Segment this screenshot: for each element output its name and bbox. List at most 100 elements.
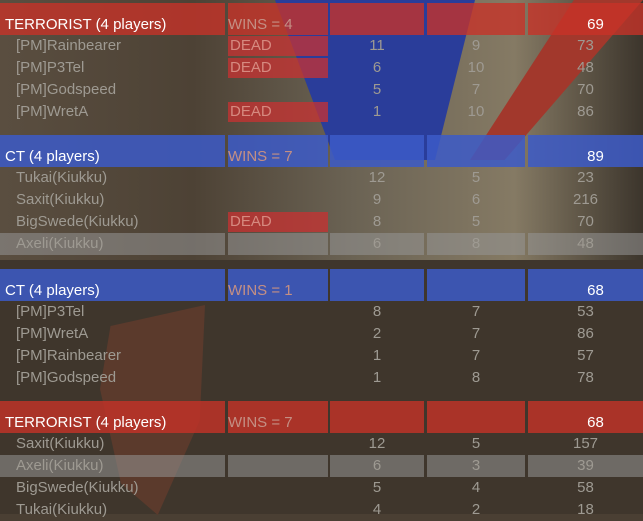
player-kills: 6 <box>372 59 382 76</box>
team-deaths-cell <box>427 3 525 35</box>
player-row: BigSwede(Kiukku) DEAD 8 5 70 <box>0 211 643 233</box>
player-kills: 8 <box>372 213 382 230</box>
player-kills: 6 <box>330 455 424 477</box>
player-kills: 1 <box>372 347 382 364</box>
player-deaths: 3 <box>427 455 525 477</box>
player-name: [PM]WretA <box>16 103 89 120</box>
team-kills-cell <box>330 269 424 301</box>
player-deaths: 10 <box>467 103 485 120</box>
player-deaths: 6 <box>471 191 481 208</box>
player-ping: 57 <box>577 347 594 364</box>
player-status <box>228 367 328 389</box>
player-name: BigSwede(Kiukku) <box>16 213 139 230</box>
player-row: [PM]Godspeed 1 8 78 <box>0 367 643 389</box>
player-ping: 48 <box>528 233 643 255</box>
player-deaths: 5 <box>471 213 481 230</box>
player-row: [PM]P3Tel 8 7 53 <box>0 301 643 323</box>
team-name: TERRORIST (4 players) <box>0 401 225 433</box>
player-status <box>228 433 328 455</box>
team-name: TERRORIST (4 players) <box>0 3 225 35</box>
player-name: [PM]Godspeed <box>16 81 117 98</box>
player-kills: 4 <box>372 501 382 518</box>
player-ping: 86 <box>577 325 594 342</box>
player-ping: 78 <box>577 369 594 386</box>
team-ping: 68 <box>528 269 643 301</box>
team-deaths-cell <box>427 135 525 167</box>
player-name: Axeli(Kiukku) <box>0 233 225 255</box>
player-kills: 5 <box>372 81 382 98</box>
player-ping: 86 <box>577 103 594 120</box>
player-row: [PM]P3Tel DEAD 6 10 48 <box>0 57 643 79</box>
player-deaths: 8 <box>427 233 525 255</box>
player-status <box>228 79 328 101</box>
player-status <box>228 345 328 367</box>
player-status <box>228 301 328 323</box>
player-name: BigSwede(Kiukku) <box>16 479 139 496</box>
team-name: CT (4 players) <box>0 269 225 301</box>
team-deaths-cell <box>427 401 525 433</box>
player-row: Tukai(Kiukku) 12 5 23 <box>0 167 643 189</box>
player-deaths: 10 <box>467 59 485 76</box>
player-row: Axeli(Kiukku) 6 8 48 <box>0 233 643 255</box>
player-name: [PM]WretA <box>16 325 89 342</box>
player-kills: 1 <box>372 369 382 386</box>
team-ping: 69 <box>528 3 643 35</box>
player-name: [PM]P3Tel <box>16 303 85 320</box>
player-status: DEAD <box>228 212 328 232</box>
team-header: TERRORIST (4 players) WINS = 7 68 <box>0 401 643 433</box>
player-kills: 6 <box>330 233 424 255</box>
player-row: [PM]Rainbearer 1 7 57 <box>0 345 643 367</box>
scoreboard-bottom: CT (4 players) WINS = 1 68 [PM]P3Tel 8 7 53 [PM… <box>0 269 643 521</box>
player-name: Saxit(Kiukku) <box>16 435 105 452</box>
player-kills: 8 <box>372 303 382 320</box>
player-status <box>228 455 328 477</box>
scoreboard-top: TERRORIST (4 players) WINS = 4 69 [PM]Rainb… <box>0 3 643 255</box>
player-deaths: 5 <box>471 169 481 186</box>
player-kills: 11 <box>369 37 385 54</box>
team-wins: WINS = 1 <box>228 269 328 301</box>
player-ping: 157 <box>572 435 599 452</box>
player-ping: 53 <box>577 303 594 320</box>
player-status <box>228 167 328 189</box>
team-kills-cell <box>330 135 424 167</box>
player-ping: 216 <box>572 191 599 208</box>
player-name: Tukai(Kiukku) <box>16 501 108 518</box>
player-kills: 12 <box>368 435 386 452</box>
team-wins: WINS = 7 <box>228 401 328 433</box>
player-ping: 18 <box>577 501 594 518</box>
player-deaths: 7 <box>471 347 481 364</box>
player-deaths: 9 <box>471 37 481 54</box>
team-ping: 89 <box>528 135 643 167</box>
team-wins: WINS = 7 <box>228 135 328 167</box>
player-status <box>228 189 328 211</box>
player-name: [PM]Godspeed <box>16 369 117 386</box>
player-ping: 58 <box>577 479 594 496</box>
player-row: Tukai(Kiukku) 4 2 18 <box>0 499 643 521</box>
player-deaths: 7 <box>471 81 481 98</box>
player-deaths: 7 <box>471 325 481 342</box>
player-kills: 9 <box>372 191 382 208</box>
team-name: CT (4 players) <box>0 135 225 167</box>
player-status: DEAD <box>228 58 328 78</box>
player-ping: 70 <box>577 81 594 98</box>
player-kills: 5 <box>372 479 382 496</box>
player-name: Saxit(Kiukku) <box>16 191 105 208</box>
team-header: TERRORIST (4 players) WINS = 4 69 <box>0 3 643 35</box>
player-deaths: 8 <box>471 369 481 386</box>
team-header: CT (4 players) WINS = 7 89 <box>0 135 643 167</box>
team-ping: 68 <box>528 401 643 433</box>
player-deaths: 4 <box>471 479 481 496</box>
player-name: [PM]P3Tel <box>16 59 85 76</box>
player-status: DEAD <box>228 36 328 56</box>
player-ping: 23 <box>577 169 594 186</box>
player-row: Saxit(Kiukku) 9 6 216 <box>0 189 643 211</box>
player-deaths: 5 <box>471 435 481 452</box>
team-header: CT (4 players) WINS = 1 68 <box>0 269 643 301</box>
player-name: Axeli(Kiukku) <box>0 455 225 477</box>
player-kills: 12 <box>368 169 386 186</box>
player-ping: 48 <box>577 59 594 76</box>
team-kills-cell <box>330 3 424 35</box>
player-row: [PM]Rainbearer DEAD 11 9 73 <box>0 35 643 57</box>
player-status <box>228 499 328 521</box>
player-ping: 70 <box>577 213 594 230</box>
